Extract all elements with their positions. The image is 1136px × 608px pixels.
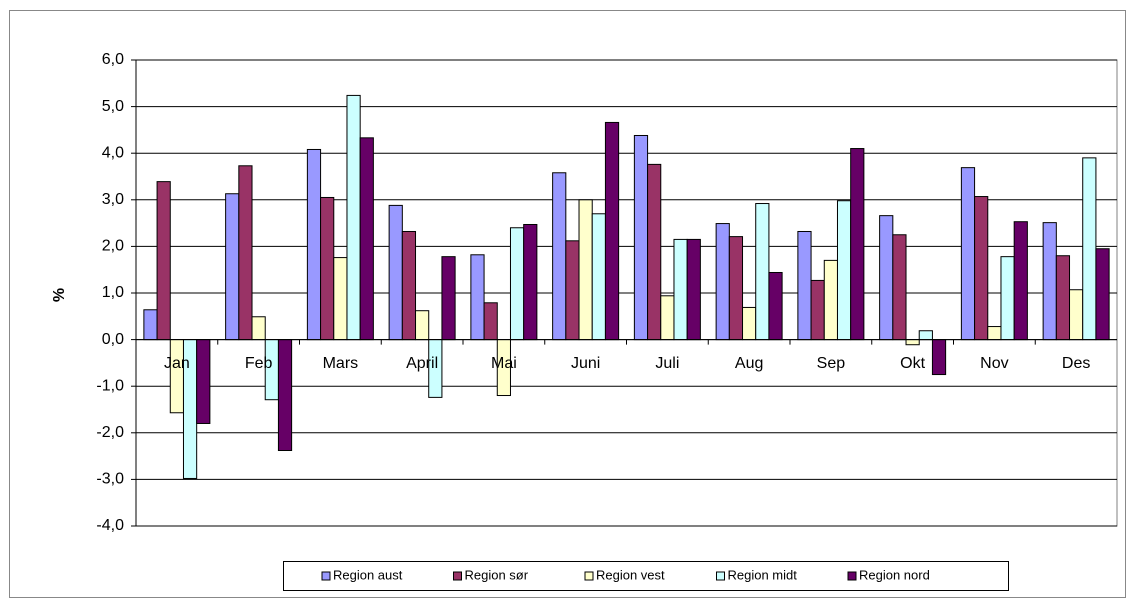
bar <box>728 236 744 341</box>
legend-label: Region vest <box>596 567 665 582</box>
bar <box>565 240 580 341</box>
bar <box>306 148 322 341</box>
y-tick-label: 3,0 <box>102 191 124 208</box>
bar <box>918 330 933 341</box>
bar <box>388 204 403 341</box>
bar <box>441 256 456 341</box>
legend-swatch <box>584 571 594 581</box>
bar <box>673 238 688 341</box>
x-tick-label: Sep <box>817 355 846 372</box>
x-tick-label: Aug <box>735 355 763 372</box>
bar <box>225 193 240 341</box>
y-tick-label: 4,0 <box>102 144 124 161</box>
bar <box>238 165 253 341</box>
legend: Region aust Region sør Region vest Region m… <box>321 567 930 582</box>
bar <box>823 259 838 341</box>
bar <box>143 309 158 341</box>
y-tick-label: -1,0 <box>96 377 124 394</box>
bar <box>196 339 211 424</box>
legend-swatch <box>321 571 331 581</box>
bar <box>251 316 266 341</box>
bar <box>415 310 430 341</box>
x-tick-label: Mars <box>323 355 359 372</box>
legend-swatch <box>716 571 725 581</box>
bar <box>850 148 865 341</box>
bar <box>552 172 567 341</box>
y-axis-label: % <box>51 288 68 302</box>
bar <box>156 181 171 341</box>
bar <box>333 257 348 341</box>
bar <box>509 227 525 341</box>
bar <box>401 230 417 341</box>
bar <box>470 254 485 341</box>
bar <box>892 234 907 341</box>
bar <box>320 196 335 341</box>
bar <box>1082 157 1097 341</box>
bar <box>974 196 989 341</box>
bar <box>169 339 184 414</box>
bar <box>810 279 825 341</box>
bar <box>1000 256 1015 341</box>
bar <box>660 295 675 341</box>
legend-label: Region nord <box>859 567 930 582</box>
y-tick-label: 2,0 <box>102 238 124 255</box>
bar <box>1055 255 1071 341</box>
y-tick-label: 0,0 <box>102 331 124 348</box>
legend-swatch <box>453 571 462 581</box>
bar <box>905 339 920 346</box>
bar <box>1069 289 1084 341</box>
bar <box>742 306 757 341</box>
y-tick-label: 5,0 <box>102 98 124 115</box>
bar <box>604 121 620 341</box>
x-tick-label: Juli <box>655 355 679 372</box>
bar <box>1013 221 1028 341</box>
bar <box>931 339 947 376</box>
legend-label: Region midt <box>728 567 798 582</box>
x-tick-label: Mai <box>491 355 517 372</box>
x-tick-label: Feb <box>245 355 273 372</box>
bar <box>1042 222 1057 341</box>
x-tick-label: Juni <box>571 355 600 372</box>
bar <box>797 230 812 341</box>
bar <box>633 134 649 341</box>
bar <box>359 137 374 341</box>
bar <box>836 200 852 341</box>
bar <box>755 203 770 341</box>
x-tick-label: Nov <box>980 355 1008 372</box>
bar <box>879 215 894 341</box>
x-tick-label: Okt <box>900 355 925 372</box>
legend-swatch <box>847 571 857 581</box>
bar <box>960 167 976 341</box>
bar <box>647 163 662 341</box>
x-tick-label: Des <box>1062 355 1090 372</box>
bar <box>578 199 593 341</box>
y-tick-label: 1,0 <box>102 284 124 301</box>
bar <box>1095 248 1110 341</box>
bar <box>591 213 606 341</box>
legend-label: Region aust <box>333 567 403 582</box>
legend-box <box>283 561 1009 591</box>
bar <box>346 94 361 341</box>
bar <box>987 326 1002 341</box>
y-tick-label: -4,0 <box>96 517 124 534</box>
y-tick-label: 6,0 <box>102 51 124 68</box>
y-tick-label: -2,0 <box>96 424 124 441</box>
bar <box>483 302 498 341</box>
bar <box>277 339 293 452</box>
x-tick-label: Jan <box>164 355 190 372</box>
bar <box>715 223 730 341</box>
x-tick-label: April <box>406 355 438 372</box>
bar <box>686 238 701 341</box>
bar <box>768 271 783 341</box>
legend-label: Region sør <box>465 567 529 582</box>
bar <box>523 223 538 341</box>
y-tick-label: -3,0 <box>96 471 124 488</box>
